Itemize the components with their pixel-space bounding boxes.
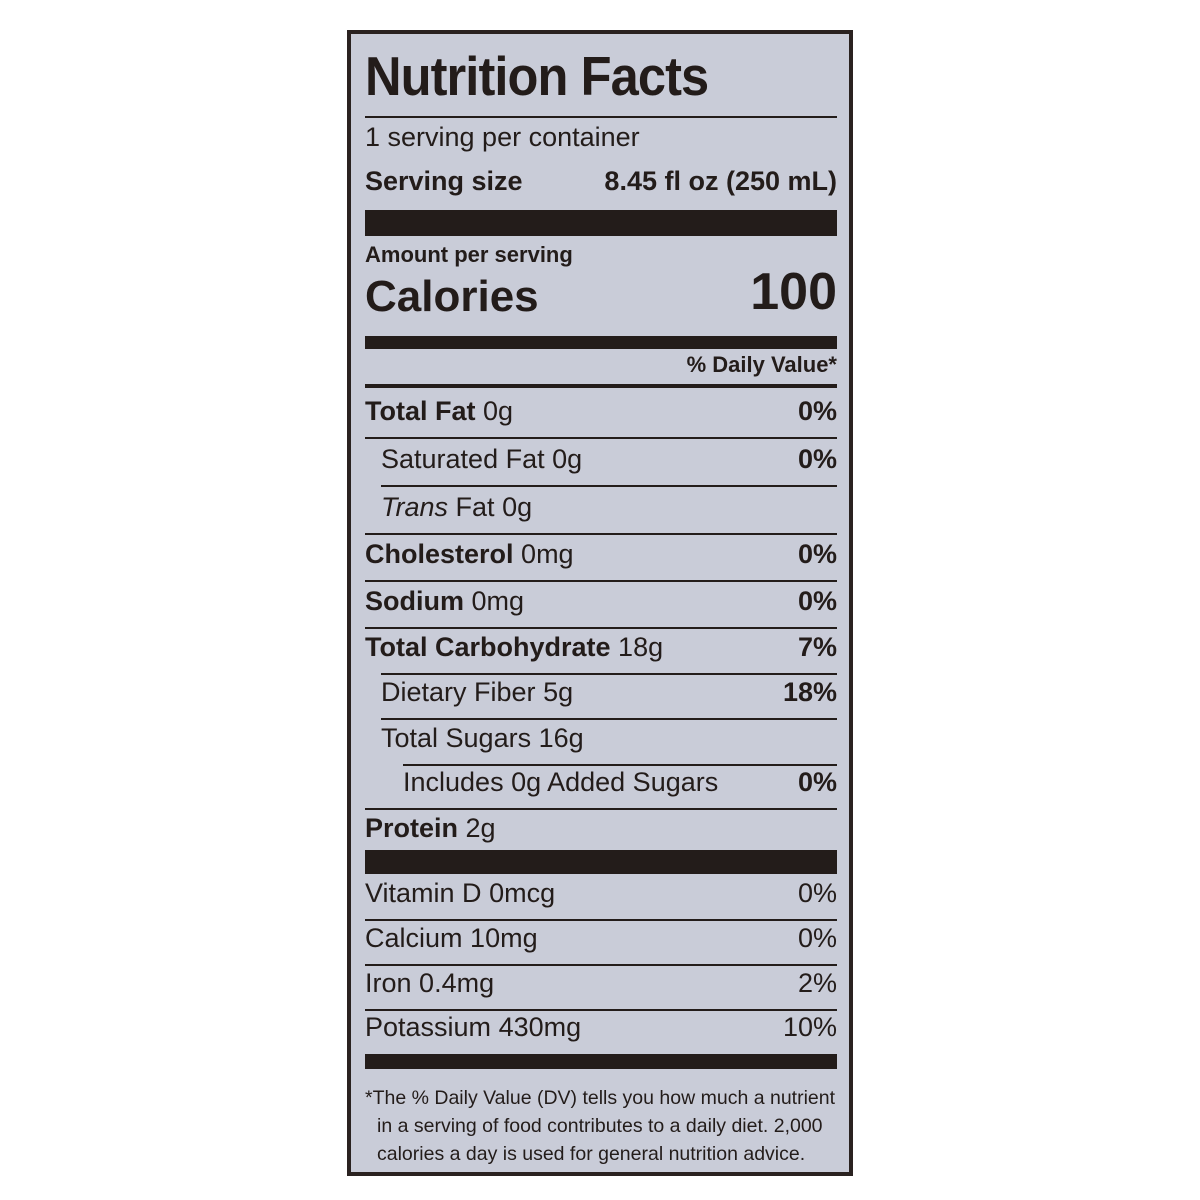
divider bbox=[365, 437, 837, 439]
thick-divider bbox=[365, 336, 837, 349]
nutrient-amount: 5g bbox=[543, 677, 574, 707]
divider bbox=[381, 673, 837, 675]
divider bbox=[365, 964, 837, 966]
divider bbox=[365, 808, 837, 810]
vitamin-dv: 0% bbox=[797, 923, 837, 953]
amount-per-serving: Amount per serving bbox=[365, 242, 573, 267]
nutrient-label-suffix: Fat bbox=[455, 492, 495, 522]
nutrient-label: Total Carbohydrate bbox=[365, 632, 611, 662]
vitamin-amount: 0mcg bbox=[489, 878, 556, 908]
nutrient-amount: 2g bbox=[465, 813, 496, 843]
divider bbox=[381, 718, 837, 720]
nutrient-dv: 0% bbox=[797, 539, 837, 569]
vitamin-dv: 0% bbox=[797, 878, 837, 908]
vitamin-amount: 0.4mg bbox=[419, 968, 495, 998]
nutrient-row-sodium: Sodium 0mg 0% bbox=[365, 586, 837, 617]
nutrient-amount: 0g bbox=[502, 492, 533, 522]
divider bbox=[365, 533, 837, 535]
vitamin-row-vitamin-d: Vitamin D 0mcg 0% bbox=[365, 878, 837, 909]
divider bbox=[365, 1009, 837, 1011]
nutrient-row-added-sugars: Includes 0g Added Sugars 0% bbox=[365, 767, 837, 798]
divider bbox=[365, 116, 837, 118]
calories-value: 100 bbox=[750, 263, 837, 321]
divider bbox=[365, 627, 837, 629]
nutrient-label: Protein bbox=[365, 813, 459, 843]
nutrient-row-cholesterol: Cholesterol 0mg 0% bbox=[365, 539, 837, 570]
vitamin-dv: 10% bbox=[782, 1012, 837, 1042]
vitamin-row-iron: Iron 0.4mg 2% bbox=[365, 968, 837, 999]
nutrient-dv: 18% bbox=[782, 677, 837, 707]
nutrient-dv: 0% bbox=[797, 586, 837, 616]
divider bbox=[365, 384, 837, 388]
label-title: Nutrition Facts bbox=[365, 45, 709, 107]
nutrient-amount: 0g bbox=[552, 444, 583, 474]
nutrient-row-saturated-fat: Saturated Fat 0g 0% bbox=[365, 444, 837, 475]
serving-size-value: 8.45 fl oz (250 mL) bbox=[604, 166, 837, 196]
nutrient-dv: 0% bbox=[797, 767, 837, 797]
nutrient-label: Total Fat bbox=[365, 396, 476, 426]
nutrient-amount: 0mg bbox=[471, 586, 525, 616]
nutrient-dv: 0% bbox=[797, 396, 837, 426]
nutrient-dv: 0% bbox=[797, 444, 837, 474]
divider bbox=[381, 485, 837, 487]
nutrient-amount: 0mg bbox=[521, 539, 574, 569]
vitamin-amount: 430mg bbox=[498, 1012, 582, 1042]
vitamin-label: Potassium bbox=[365, 1012, 492, 1042]
vitamin-row-potassium: Potassium 430mg 10% bbox=[365, 1012, 837, 1043]
nutrient-label: Sodium bbox=[365, 586, 464, 616]
nutrient-label: Trans bbox=[381, 492, 449, 522]
nutrient-amount: 0g bbox=[483, 396, 514, 426]
thick-divider bbox=[365, 850, 837, 874]
nutrient-row-total-carbohydrate: Total Carbohydrate 18g 7% bbox=[365, 632, 837, 663]
thick-divider bbox=[365, 210, 837, 236]
vitamin-dv: 2% bbox=[797, 968, 837, 998]
nutrient-label: Total Sugars bbox=[381, 723, 532, 753]
nutrient-label: Includes 0g Added Sugars bbox=[403, 767, 719, 797]
footnote-line: in a serving of food contributes to a da… bbox=[377, 1115, 823, 1137]
nutrient-amount: 16g bbox=[538, 723, 584, 753]
divider bbox=[365, 919, 837, 921]
nutrient-label: Dietary Fiber bbox=[381, 677, 536, 707]
daily-value-header: % Daily Value* bbox=[686, 352, 837, 377]
calories-label: Calories bbox=[365, 272, 539, 321]
nutrient-row-total-sugars: Total Sugars 16g bbox=[365, 723, 837, 754]
nutrient-row-trans-fat: Trans Fat 0g bbox=[365, 492, 837, 523]
nutrition-facts-label: Nutrition Facts 1 serving per container … bbox=[347, 30, 853, 1176]
nutrient-row-protein: Protein 2g bbox=[365, 813, 837, 844]
thick-divider bbox=[365, 1054, 837, 1069]
vitamin-label: Calcium bbox=[365, 923, 463, 953]
nutrient-dv: 7% bbox=[797, 632, 837, 662]
footnote-line: *The % Daily Value (DV) tells you how mu… bbox=[365, 1087, 836, 1109]
serving-size-label: Serving size bbox=[365, 166, 523, 196]
nutrient-label: Saturated Fat bbox=[381, 444, 545, 474]
vitamin-row-calcium: Calcium 10mg 0% bbox=[365, 923, 837, 954]
footnote: *The % Daily Value (DV) tells you how mu… bbox=[365, 1084, 837, 1168]
divider bbox=[403, 764, 837, 766]
calories-row: Calories 100 bbox=[365, 262, 837, 322]
servings-per-container: 1 serving per container bbox=[365, 122, 640, 152]
divider bbox=[365, 580, 837, 582]
vitamin-label: Iron bbox=[365, 968, 412, 998]
nutrient-amount: 18g bbox=[618, 632, 664, 662]
footnote-line: calories a day is used for general nutri… bbox=[377, 1143, 806, 1165]
vitamin-label: Vitamin D bbox=[365, 878, 482, 908]
nutrient-label: Cholesterol bbox=[365, 539, 514, 569]
nutrient-row-total-fat: Total Fat 0g 0% bbox=[365, 396, 837, 427]
vitamin-amount: 10mg bbox=[470, 923, 538, 953]
nutrient-row-dietary-fiber: Dietary Fiber 5g 18% bbox=[365, 677, 837, 708]
serving-size-row: Serving size 8.45 fl oz (250 mL) bbox=[365, 166, 837, 197]
